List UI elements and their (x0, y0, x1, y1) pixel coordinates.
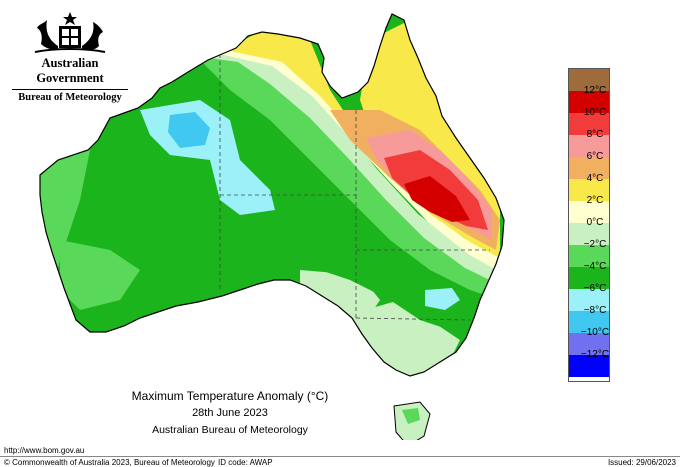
legend-label: 10°C (583, 107, 607, 118)
legend-swatch (569, 69, 609, 91)
legend-label: 12°C (583, 85, 607, 96)
bureau-name: Bureau of Meteorology (18, 92, 122, 103)
government-name: Australian Government (36, 56, 104, 85)
website-link[interactable]: http://www.bom.gov.au (4, 446, 85, 455)
map-caption: Maximum Temperature Anomaly (°C) 28th Ju… (100, 388, 360, 439)
legend-swatch (569, 223, 609, 245)
legend-label: −8°C (583, 305, 607, 316)
legend-label: −2°C (583, 239, 607, 250)
logo-divider (12, 89, 128, 90)
legend-swatch (569, 135, 609, 157)
legend-label: −12°C (580, 349, 610, 360)
legend-label: 8°C (586, 129, 604, 140)
legend-label: 0°C (586, 217, 604, 228)
legend-swatch (569, 311, 609, 333)
legend-swatch (569, 267, 609, 289)
legend-label: −6°C (583, 283, 607, 294)
coat-of-arms-icon (34, 12, 106, 53)
legend-swatch (569, 355, 609, 377)
map-title: Maximum Temperature Anomaly (°C) (131, 389, 329, 403)
legend-swatch (569, 113, 609, 135)
copyright-text: © Commonwealth of Australia 2023, Bureau… (4, 458, 215, 467)
footer-divider (0, 456, 680, 457)
legend-swatch (569, 245, 609, 267)
issued-date: Issued: 29/06/2023 (607, 458, 676, 467)
color-legend (568, 68, 610, 382)
map-date: 28th June 2023 (192, 407, 268, 419)
legend-label: −4°C (583, 261, 607, 272)
legend-label: 4°C (586, 173, 604, 184)
legend-swatch (569, 179, 609, 201)
legend-swatch (569, 201, 609, 223)
legend-label: 2°C (586, 195, 604, 206)
id-code: ID code: AWAP (218, 458, 273, 467)
map-source: Australian Bureau of Meteorology (152, 424, 308, 436)
logo-block: Australian Government Bureau of Meteorol… (8, 10, 132, 103)
anomaly-map (39, 13, 505, 440)
legend-swatch (569, 333, 609, 355)
legend-label: −10°C (580, 327, 610, 338)
legend-label: 6°C (586, 151, 604, 162)
legend-swatch (569, 157, 609, 179)
legend-swatch (569, 289, 609, 311)
legend-swatch (569, 91, 609, 113)
